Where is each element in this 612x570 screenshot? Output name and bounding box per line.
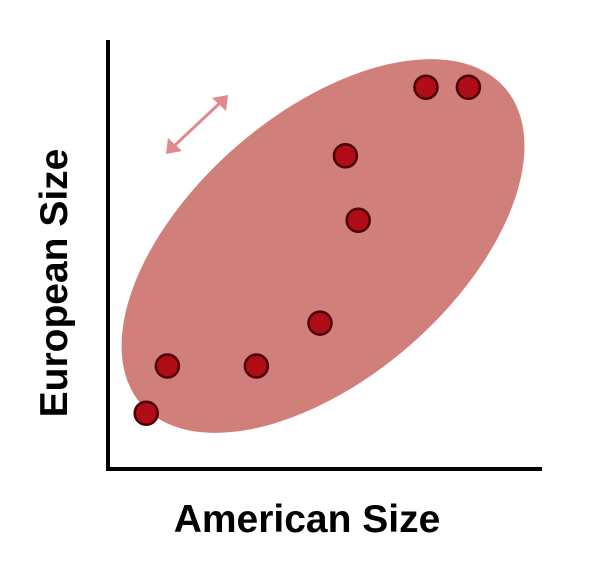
arrow-head-end bbox=[212, 95, 228, 111]
arrow-head-start bbox=[166, 138, 182, 154]
arrow-shaft bbox=[170, 99, 224, 150]
data-point bbox=[243, 353, 270, 379]
data-point bbox=[133, 400, 159, 426]
cluster-ellipse bbox=[121, 59, 525, 433]
data-point bbox=[345, 207, 371, 233]
y-axis-label: European Size bbox=[33, 149, 76, 418]
data-point bbox=[455, 74, 482, 100]
data-point bbox=[307, 310, 333, 336]
data-point bbox=[332, 143, 359, 169]
data-point bbox=[413, 74, 439, 100]
data-point bbox=[154, 353, 181, 379]
double-arrow-icon bbox=[166, 95, 228, 154]
data-points bbox=[133, 74, 482, 426]
x-axis-label: American Size bbox=[174, 498, 441, 541]
